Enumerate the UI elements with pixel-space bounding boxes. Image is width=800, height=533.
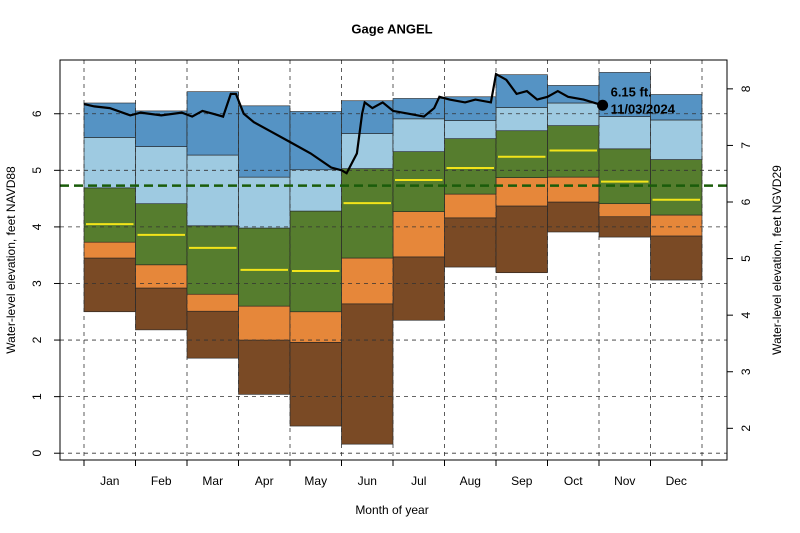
percentile-band (289, 311, 342, 343)
percentile-band (83, 241, 136, 259)
percentile-band (289, 210, 342, 313)
chart-title: Gage ANGEL (351, 21, 432, 36)
percentile-band (598, 203, 651, 218)
percentile-band (392, 256, 445, 321)
y2-tick-label: 5 (739, 255, 753, 262)
percentile-band (289, 111, 342, 171)
percentile-band (83, 102, 136, 138)
percentile-band (495, 107, 548, 132)
percentile-band (650, 119, 703, 160)
percentile-band (83, 257, 136, 313)
percentile-band (495, 205, 548, 274)
percentile-band (650, 94, 703, 121)
x-tick-label: May (304, 474, 327, 488)
percentile-band (186, 154, 239, 227)
percentile-band (289, 342, 342, 427)
percentile-band (598, 72, 651, 117)
y-tick-label: 0 (30, 450, 44, 457)
percentile-band (341, 168, 394, 259)
y2-tick-label: 8 (739, 85, 753, 92)
y-tick-label: 4 (30, 223, 44, 230)
percentile-band (547, 102, 600, 126)
percentile-band (444, 193, 497, 219)
percentile-band (392, 151, 445, 212)
percentile-band (341, 133, 394, 169)
percentile-band (392, 211, 445, 258)
percentile-band (238, 305, 291, 341)
x-tick-label: Jan (100, 474, 119, 488)
x-tick-label: Aug (460, 474, 481, 488)
percentile-band (186, 225, 239, 295)
x-tick-label: Dec (666, 474, 687, 488)
percentile-band (135, 287, 188, 331)
percentile-band (444, 217, 497, 268)
percentile-band (650, 159, 703, 216)
current-line (83, 72, 603, 175)
percentile-band (238, 339, 291, 395)
percentile-band (135, 110, 188, 147)
latest-date-label: 11/03/2024 (611, 102, 676, 117)
x-tick-label: Jul (411, 474, 426, 488)
x-axis-label: Month of year (355, 503, 428, 517)
y2-tick-label: 6 (739, 198, 753, 205)
y-tick-label: 3 (30, 280, 44, 287)
percentile-band (289, 169, 342, 212)
percentile-band (83, 187, 136, 243)
percentile-band (186, 91, 239, 156)
y-axis-label: Water-level elevation, feet NAVD88 (4, 166, 18, 354)
percentile-band (650, 235, 703, 281)
y2-axis-label: Water-level elevation, feet NGVD29 (770, 165, 784, 355)
x-tick-label: Mar (202, 474, 223, 488)
percentile-band (238, 227, 291, 307)
percentile-band (547, 201, 600, 233)
y-tick-label: 1 (30, 393, 44, 400)
x-tick-label: Sep (511, 474, 533, 488)
percentile-band (598, 148, 651, 205)
percentile-band (444, 120, 497, 139)
x-tick-label: Feb (151, 474, 172, 488)
percentile-band (547, 176, 600, 203)
percentile-band (392, 118, 445, 152)
percentile-band (135, 264, 188, 289)
y-tick-label: 5 (30, 167, 44, 174)
percentile-band (650, 214, 703, 237)
percentile-band (495, 74, 548, 108)
x-tick-label: Oct (564, 474, 583, 488)
y2-tick-label: 3 (739, 368, 753, 375)
y2-tick-label: 4 (739, 312, 753, 319)
x-tick-label: Nov (614, 474, 635, 488)
percentile-band (341, 303, 394, 445)
percentile-band (135, 146, 188, 205)
percentile-band (186, 310, 239, 359)
percentile-band (495, 130, 548, 178)
latest-value-label: 6.15 ft. (611, 85, 652, 100)
y-tick-label: 6 (30, 110, 44, 117)
percentile-band (547, 85, 600, 104)
percentile-band (341, 257, 394, 305)
percentile-band (83, 137, 136, 189)
y-tick-label: 2 (30, 336, 44, 343)
y2-tick-label: 7 (739, 142, 753, 149)
y2-tick-label: 2 (739, 425, 753, 432)
x-tick-label: Jun (358, 474, 377, 488)
percentile-band (598, 116, 651, 150)
x-tick-label: Apr (255, 474, 274, 488)
percentile-band (495, 177, 548, 207)
percentile-band (186, 293, 239, 312)
latest-point (597, 99, 609, 111)
